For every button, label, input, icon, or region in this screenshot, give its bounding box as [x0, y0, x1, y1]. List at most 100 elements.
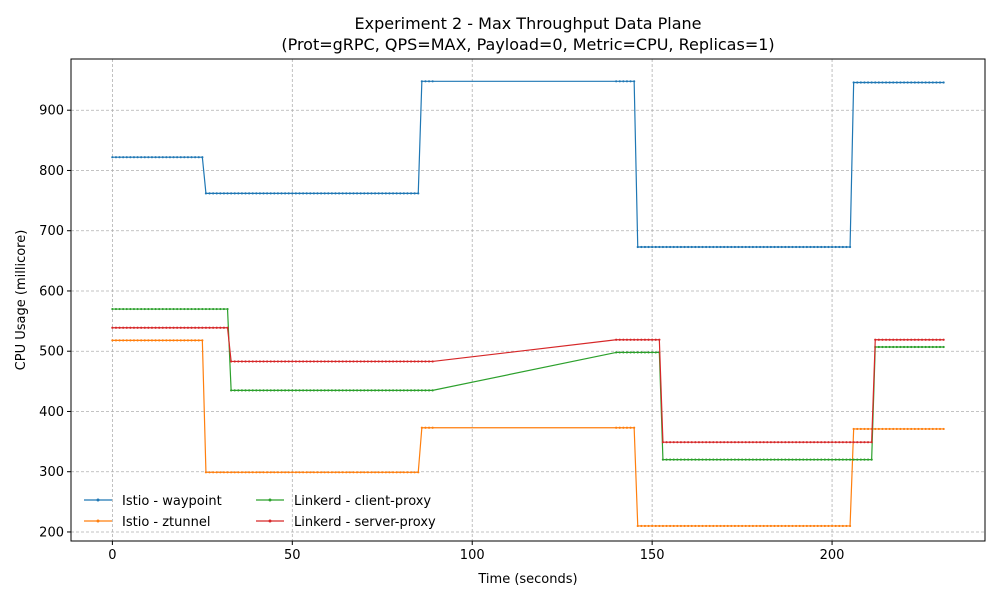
data-point	[834, 245, 837, 249]
legend-marker	[268, 498, 272, 502]
data-point	[910, 345, 913, 349]
data-point	[669, 441, 672, 444]
data-point	[665, 245, 668, 249]
data-point	[381, 192, 384, 195]
data-point	[679, 441, 683, 444]
data-point	[683, 441, 686, 444]
legend-item: Istio - waypoint	[84, 494, 222, 509]
data-point	[881, 345, 884, 349]
data-point	[409, 471, 413, 474]
data-point	[841, 458, 844, 461]
series-4	[111, 326, 945, 444]
data-point	[654, 338, 657, 341]
data-point	[143, 326, 146, 329]
data-point	[694, 458, 697, 461]
data-point	[334, 389, 337, 392]
data-point	[737, 245, 740, 249]
data-point	[208, 307, 211, 311]
data-point	[665, 524, 668, 528]
data-point	[161, 307, 164, 311]
data-point	[413, 192, 416, 195]
data-point	[226, 326, 229, 329]
data-point	[226, 192, 229, 195]
data-point	[809, 458, 812, 461]
data-point	[323, 389, 326, 392]
data-point	[147, 326, 150, 329]
data-point	[859, 427, 862, 431]
data-point	[136, 156, 139, 159]
data-point	[715, 245, 719, 249]
data-point	[625, 80, 629, 83]
data-point	[366, 389, 369, 392]
data-point	[802, 458, 805, 461]
data-point	[787, 441, 790, 444]
data-point	[190, 326, 193, 329]
data-point	[161, 156, 164, 159]
data-point	[913, 81, 916, 84]
data-point	[852, 427, 855, 431]
data-point	[687, 524, 690, 528]
data-point	[841, 441, 844, 444]
x-tick-label: 100	[460, 548, 485, 563]
data-point	[776, 441, 780, 444]
data-point	[147, 156, 150, 159]
data-point	[388, 389, 391, 392]
data-point	[284, 389, 287, 392]
data-point	[391, 192, 395, 195]
data-point	[874, 427, 877, 431]
data-point	[266, 471, 269, 474]
data-point	[629, 338, 632, 341]
data-point	[618, 351, 621, 354]
data-point	[194, 156, 197, 159]
data-point	[255, 192, 258, 195]
data-point	[852, 441, 855, 444]
data-point	[924, 81, 927, 84]
data-point	[615, 80, 618, 83]
data-point	[884, 81, 888, 84]
data-point	[622, 426, 625, 429]
data-point	[723, 441, 726, 444]
data-point	[827, 245, 830, 249]
legend-label: Linkerd - server-proxy	[294, 515, 436, 530]
series-2	[111, 339, 945, 528]
data-point	[359, 360, 362, 363]
data-point	[154, 156, 157, 159]
data-point	[827, 458, 830, 461]
data-point	[838, 441, 841, 444]
data-point	[337, 192, 341, 195]
data-point	[312, 471, 315, 474]
data-point	[874, 338, 877, 341]
data-point	[902, 427, 906, 431]
data-point	[183, 339, 186, 342]
data-point	[877, 338, 880, 341]
data-point	[719, 441, 722, 444]
data-point	[748, 245, 751, 249]
data-point	[744, 245, 747, 249]
data-point	[266, 192, 269, 195]
data-point	[848, 441, 852, 444]
data-point	[931, 427, 934, 431]
data-point	[791, 458, 794, 461]
data-point	[766, 458, 769, 461]
data-point	[208, 471, 211, 474]
data-point	[384, 192, 387, 195]
data-point	[823, 245, 826, 249]
data-point	[230, 471, 233, 474]
data-point	[762, 441, 765, 444]
data-point	[784, 524, 787, 528]
data-point	[129, 156, 132, 159]
data-point	[330, 471, 333, 474]
data-point	[683, 524, 686, 528]
data-point	[323, 360, 326, 363]
data-point	[158, 326, 161, 329]
data-point	[215, 192, 218, 195]
data-point	[643, 245, 647, 249]
data-point	[827, 441, 830, 444]
data-point	[744, 524, 747, 528]
data-point	[794, 245, 798, 249]
data-point	[647, 524, 650, 528]
data-point	[877, 81, 880, 84]
data-point	[258, 360, 262, 363]
data-point	[251, 360, 254, 363]
data-point	[852, 458, 855, 461]
